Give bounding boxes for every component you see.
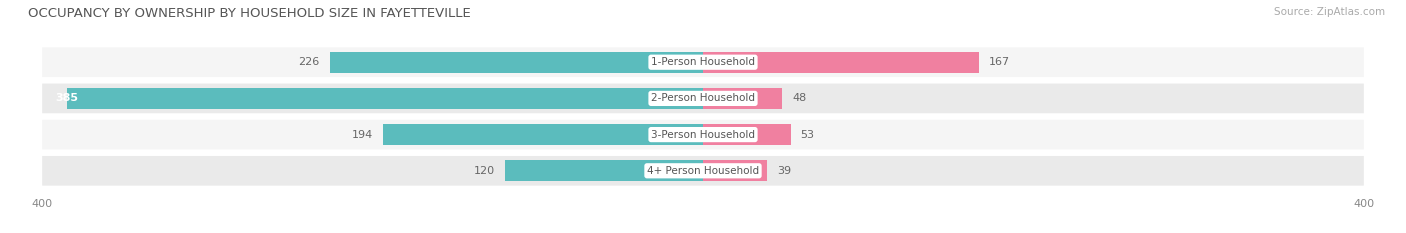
Text: 167: 167 bbox=[988, 57, 1010, 67]
FancyBboxPatch shape bbox=[42, 47, 1364, 77]
Bar bbox=[382, 124, 703, 145]
Bar bbox=[329, 52, 703, 73]
Bar bbox=[703, 52, 979, 73]
Bar bbox=[703, 88, 782, 109]
FancyBboxPatch shape bbox=[42, 120, 1364, 149]
Bar bbox=[505, 160, 703, 181]
Text: 194: 194 bbox=[352, 130, 373, 140]
Text: Source: ZipAtlas.com: Source: ZipAtlas.com bbox=[1274, 7, 1385, 17]
Text: OCCUPANCY BY OWNERSHIP BY HOUSEHOLD SIZE IN FAYETTEVILLE: OCCUPANCY BY OWNERSHIP BY HOUSEHOLD SIZE… bbox=[28, 7, 471, 20]
Text: 4+ Person Household: 4+ Person Household bbox=[647, 166, 759, 176]
Text: 39: 39 bbox=[778, 166, 792, 176]
Bar bbox=[703, 124, 790, 145]
Bar bbox=[67, 88, 703, 109]
Text: 226: 226 bbox=[298, 57, 319, 67]
Text: 48: 48 bbox=[792, 93, 807, 103]
Text: 120: 120 bbox=[474, 166, 495, 176]
Text: 1-Person Household: 1-Person Household bbox=[651, 57, 755, 67]
Text: 2-Person Household: 2-Person Household bbox=[651, 93, 755, 103]
Text: 53: 53 bbox=[800, 130, 814, 140]
Text: 3-Person Household: 3-Person Household bbox=[651, 130, 755, 140]
Bar bbox=[703, 160, 768, 181]
FancyBboxPatch shape bbox=[42, 84, 1364, 113]
FancyBboxPatch shape bbox=[42, 156, 1364, 186]
Text: 385: 385 bbox=[55, 93, 79, 103]
